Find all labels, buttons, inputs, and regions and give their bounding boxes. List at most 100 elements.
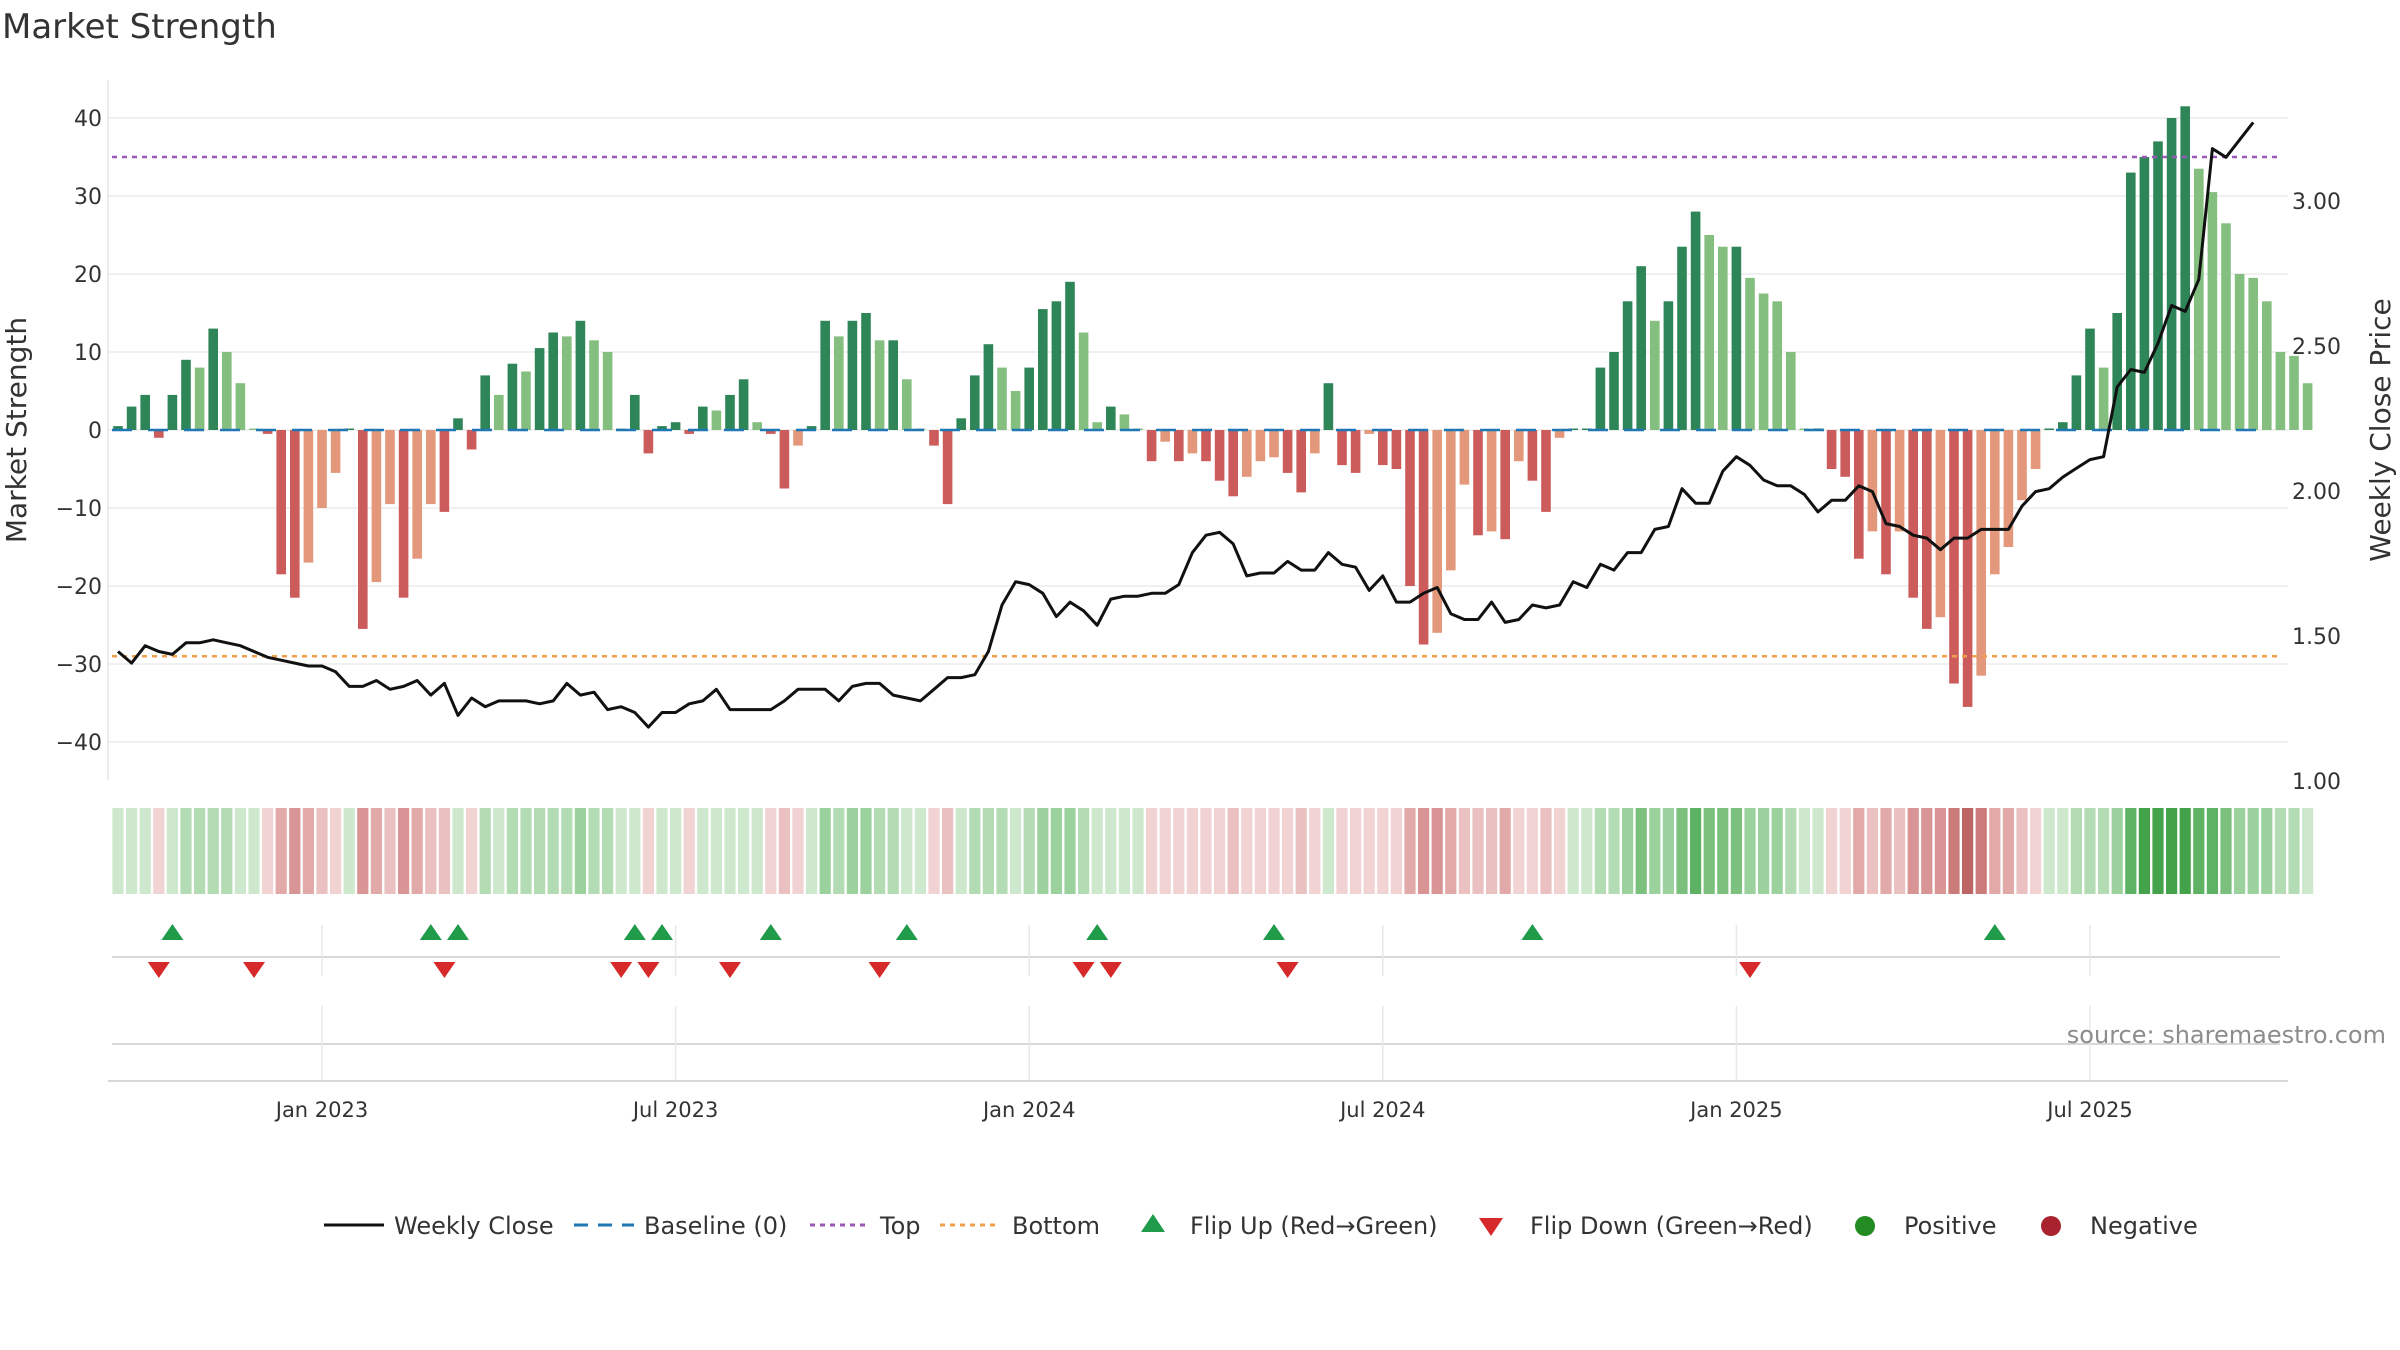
strength-bar xyxy=(521,371,531,430)
strength-bar xyxy=(181,359,191,430)
heat-cell xyxy=(996,808,1008,894)
heat-cell xyxy=(479,808,491,894)
heat-cell xyxy=(1363,808,1375,894)
strength-bar xyxy=(1038,309,1048,430)
strength-bar xyxy=(902,379,912,430)
heat-cell xyxy=(1880,808,1892,894)
strength-bar xyxy=(453,418,463,430)
heat-cell xyxy=(1159,808,1171,894)
strength-bar xyxy=(1731,246,1742,430)
strength-bar xyxy=(2112,313,2122,430)
strength-bar xyxy=(1881,430,1891,575)
heat-cell xyxy=(1214,808,1226,894)
legend-flip-down[interactable]: Flip Down (Green→Red) xyxy=(1479,1212,1813,1240)
heat-cell xyxy=(2016,808,2028,894)
heat-cell xyxy=(275,808,287,894)
y2-tick-3.00: 3.00 xyxy=(2292,190,2341,215)
strength-bar xyxy=(1582,428,1592,430)
strength-bar xyxy=(1160,430,1170,442)
legend-negative[interactable]: Negative xyxy=(2041,1212,2198,1240)
heat-cell xyxy=(942,808,954,894)
strength-bar xyxy=(1473,430,1483,536)
strength-bar xyxy=(874,340,885,430)
strength-bar xyxy=(1024,367,1034,430)
heat-cell xyxy=(2111,808,2123,894)
strength-bar xyxy=(2207,192,2218,430)
heat-cell xyxy=(411,808,423,894)
heat-cell xyxy=(2206,808,2218,894)
strength-bar xyxy=(276,430,286,575)
legend-top-label: Top xyxy=(879,1212,921,1240)
flip-up-marker xyxy=(447,924,469,940)
legend-flip-up[interactable]: Flip Up (Red→Green) xyxy=(1141,1212,1438,1240)
strength-bar xyxy=(1242,430,1252,477)
strength-bar xyxy=(262,430,273,434)
heat-cell xyxy=(398,808,410,894)
strength-bar xyxy=(1350,430,1361,473)
legend: Weekly Close Baseline (0) Top Bottom Fli… xyxy=(324,1212,2198,1240)
heat-cell xyxy=(2166,808,2178,894)
strength-bar xyxy=(371,430,382,583)
heat-cell xyxy=(139,808,151,894)
strength-bar xyxy=(2058,422,2068,430)
strength-bar xyxy=(1446,430,1456,571)
heat-cell xyxy=(1241,808,1253,894)
heat-cell xyxy=(1758,808,1770,894)
heat-cell xyxy=(1023,808,1035,894)
legend-weekly-close[interactable]: Weekly Close xyxy=(324,1212,554,1240)
heat-cell xyxy=(928,808,940,894)
heat-cell xyxy=(1907,808,1919,894)
y2-axis-title: Weekly Close Price xyxy=(2364,298,2397,561)
strength-bar xyxy=(1418,430,1429,645)
heat-cell xyxy=(697,808,709,894)
strength-bar xyxy=(303,430,314,563)
heat-cell xyxy=(180,808,192,894)
legend-bottom[interactable]: Bottom xyxy=(940,1212,1100,1240)
negative-dot-icon xyxy=(2041,1216,2061,1236)
strength-bar xyxy=(1718,246,1728,430)
strength-bar xyxy=(2085,328,2095,430)
strength-bar xyxy=(1323,383,1334,430)
flip-down-marker xyxy=(243,962,265,978)
strength-bar xyxy=(2248,277,2258,430)
y-axis-labels: 40 30 20 10 0 −10 −20 −30 −40 xyxy=(56,107,102,756)
strength-bar xyxy=(2166,118,2177,430)
heat-cell xyxy=(343,808,355,894)
strength-bar xyxy=(1146,430,1157,462)
heat-cell xyxy=(1404,808,1416,894)
strength-bar xyxy=(562,336,572,430)
heat-cell xyxy=(1839,808,1851,894)
heat-cell xyxy=(2098,808,2110,894)
strength-bar xyxy=(249,428,259,430)
strength-bar xyxy=(929,430,939,446)
date-tick-jan-2024: Jan 2024 xyxy=(981,1098,1076,1122)
heat-cell xyxy=(1091,808,1103,894)
strength-bar xyxy=(1364,430,1374,434)
strength-bar xyxy=(1622,301,1633,430)
legend-baseline[interactable]: Baseline (0) xyxy=(574,1212,787,1240)
strength-bar xyxy=(1758,293,1769,430)
legend-bottom-label: Bottom xyxy=(1012,1212,1100,1240)
strength-bar xyxy=(956,418,966,430)
strength-bars xyxy=(113,106,2313,707)
heat-cell xyxy=(452,808,464,894)
strength-bar xyxy=(398,430,409,598)
strength-bar xyxy=(970,375,980,430)
flip-down-marker xyxy=(1739,962,1761,978)
strength-bar xyxy=(412,430,422,559)
legend-top[interactable]: Top xyxy=(810,1212,921,1240)
strength-bar xyxy=(575,320,586,430)
heat-cell xyxy=(1064,808,1076,894)
heat-cell xyxy=(1350,808,1362,894)
legend-positive[interactable]: Positive xyxy=(1855,1212,1997,1240)
heat-cell xyxy=(846,808,858,894)
heat-cell xyxy=(357,808,369,894)
heat-cell xyxy=(1948,808,1960,894)
positive-dot-icon xyxy=(1855,1216,1875,1236)
date-axis-labels: Jan 2023 Jul 2023 Jan 2024 Jul 2024 Jan … xyxy=(274,1098,2133,1122)
heat-cell xyxy=(1608,808,1620,894)
strength-bar xyxy=(1010,391,1021,430)
heat-cell xyxy=(1785,808,1797,894)
heat-cell xyxy=(1635,808,1647,894)
flip-up-marker xyxy=(1983,924,2006,940)
